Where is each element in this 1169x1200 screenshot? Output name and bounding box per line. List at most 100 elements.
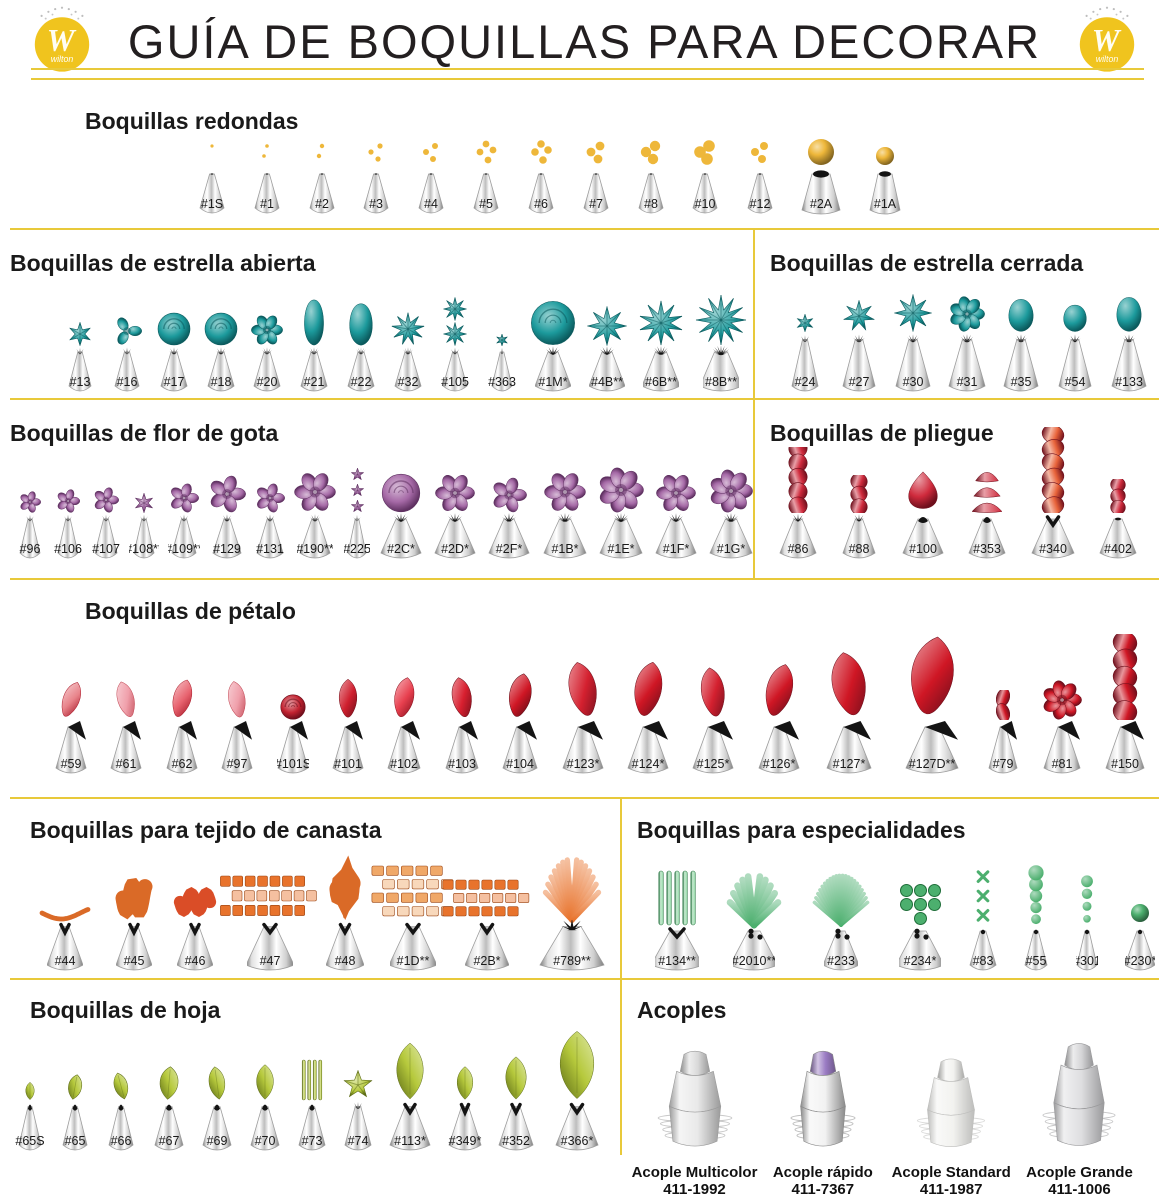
svg-text:#108**: #108**: [129, 542, 159, 556]
svg-text:#17: #17: [163, 375, 184, 389]
svg-text:#1M*: #1M*: [539, 375, 568, 389]
svg-text:#46: #46: [185, 954, 206, 968]
svg-text:#129: #129: [213, 542, 241, 556]
svg-text:#150: #150: [1111, 757, 1139, 771]
svg-text:#123*: #123*: [566, 757, 599, 771]
svg-text:#2010**: #2010**: [733, 954, 775, 968]
svg-text:#2C*: #2C*: [387, 542, 415, 556]
svg-text:#21: #21: [304, 375, 325, 389]
svg-text:#113*: #113*: [395, 1134, 427, 1148]
svg-text:#83: #83: [972, 954, 993, 968]
svg-text:#103: #103: [448, 757, 476, 771]
svg-text:#124*: #124*: [632, 757, 665, 771]
svg-text:#133: #133: [1115, 375, 1143, 389]
svg-text:#35: #35: [1011, 375, 1032, 389]
svg-text:#55: #55: [1026, 954, 1047, 968]
svg-text:#1F*: #1F*: [663, 542, 690, 556]
svg-text:#363: #363: [488, 375, 516, 389]
svg-text:#88: #88: [849, 542, 870, 556]
svg-text:#79: #79: [993, 757, 1014, 771]
svg-text:#1B*: #1B*: [551, 542, 578, 556]
svg-text:#48: #48: [335, 954, 356, 968]
svg-text:#5: #5: [479, 197, 493, 211]
svg-text:#3: #3: [370, 197, 384, 211]
svg-text:#32: #32: [397, 375, 418, 389]
svg-text:#105: #105: [441, 375, 469, 389]
svg-text:#12: #12: [750, 197, 771, 211]
svg-text:#2D*: #2D*: [441, 542, 469, 556]
svg-text:#109**: #109**: [168, 542, 200, 556]
svg-text:#353: #353: [973, 542, 1001, 556]
svg-text:#2: #2: [315, 197, 329, 211]
svg-text:W: W: [47, 23, 77, 58]
svg-text:#18: #18: [210, 375, 231, 389]
svg-text:#102: #102: [391, 757, 419, 771]
svg-text:#301: #301: [1076, 954, 1098, 968]
svg-text:#352: #352: [502, 1134, 530, 1148]
svg-text:#10: #10: [695, 197, 716, 211]
svg-text:#233: #233: [827, 954, 855, 968]
svg-text:#402: #402: [1104, 542, 1132, 556]
svg-text:#86: #86: [788, 542, 809, 556]
svg-text:#45: #45: [123, 954, 144, 968]
svg-text:#789**: #789**: [553, 954, 591, 968]
svg-text:#1A: #1A: [874, 197, 897, 211]
svg-text:#81: #81: [1051, 757, 1072, 771]
svg-text:#127D**: #127D**: [908, 757, 955, 771]
svg-text:#47: #47: [259, 954, 280, 968]
svg-text:#74: #74: [348, 1134, 369, 1148]
svg-text:#225: #225: [344, 542, 370, 556]
svg-text:#54: #54: [1065, 375, 1086, 389]
svg-text:#234*: #234*: [904, 954, 937, 968]
svg-text:#65: #65: [65, 1134, 86, 1148]
svg-text:#340: #340: [1039, 542, 1067, 556]
svg-text:#69: #69: [206, 1134, 227, 1148]
svg-text:#97: #97: [227, 757, 248, 771]
svg-text:#30: #30: [903, 375, 924, 389]
svg-text:#66: #66: [111, 1134, 132, 1148]
svg-text:#107: #107: [92, 542, 120, 556]
svg-text:#134**: #134**: [658, 954, 696, 968]
svg-text:#2B*: #2B*: [474, 954, 501, 968]
svg-text:#96: #96: [20, 542, 41, 556]
svg-text:#104: #104: [506, 757, 534, 771]
svg-text:#6B**: #6B**: [645, 375, 677, 389]
svg-text:#4B**: #4B**: [591, 375, 623, 389]
svg-text:#366*: #366*: [561, 1134, 594, 1148]
svg-text:#8: #8: [644, 197, 658, 211]
svg-text:#62: #62: [171, 757, 192, 771]
svg-text:W: W: [1092, 23, 1122, 58]
svg-text:#349*: #349*: [448, 1134, 481, 1148]
svg-text:#16: #16: [116, 375, 137, 389]
svg-text:wilton: wilton: [1096, 54, 1119, 64]
svg-text:#67: #67: [158, 1134, 179, 1148]
svg-text:#8B**: #8B**: [705, 375, 737, 389]
svg-text:#1D**: #1D**: [396, 954, 429, 968]
svg-text:#2A: #2A: [810, 197, 833, 211]
svg-text:#22: #22: [351, 375, 372, 389]
svg-text:#101S: #101S: [277, 757, 309, 771]
svg-text:#73: #73: [302, 1134, 323, 1148]
svg-text:#190**: #190**: [297, 542, 333, 556]
svg-text:#100: #100: [909, 542, 937, 556]
svg-text:#7: #7: [589, 197, 603, 211]
svg-text:#131: #131: [256, 542, 284, 556]
svg-text:#6: #6: [534, 197, 548, 211]
svg-text:#2F*: #2F*: [496, 542, 523, 556]
svg-text:#106: #106: [54, 542, 82, 556]
svg-text:#1G*: #1G*: [717, 542, 746, 556]
svg-text:#126*: #126*: [763, 757, 796, 771]
svg-text:#27: #27: [849, 375, 870, 389]
svg-text:#1E*: #1E*: [607, 542, 634, 556]
svg-text:#4: #4: [424, 197, 438, 211]
svg-text:#59: #59: [61, 757, 82, 771]
svg-text:#70: #70: [254, 1134, 275, 1148]
svg-text:wilton: wilton: [51, 54, 74, 64]
svg-text:#127*: #127*: [833, 757, 866, 771]
svg-text:#101: #101: [334, 757, 362, 771]
svg-text:#24: #24: [795, 375, 816, 389]
svg-text:#65S: #65S: [15, 1134, 44, 1148]
svg-text:#44: #44: [55, 954, 76, 968]
svg-text:#20: #20: [257, 375, 278, 389]
svg-text:#1S: #1S: [201, 197, 223, 211]
